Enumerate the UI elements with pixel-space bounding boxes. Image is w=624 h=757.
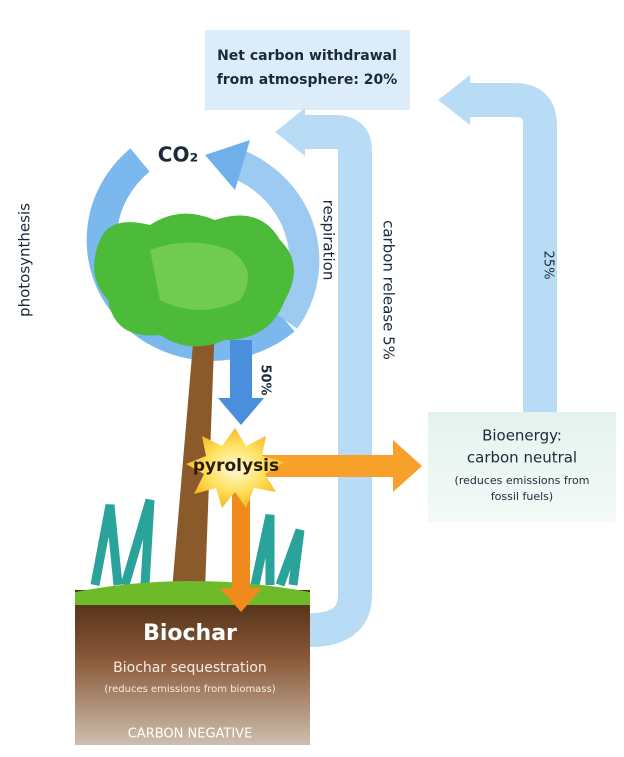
photosynthesis-label: photosynthesis [16, 203, 34, 317]
bioenergy-title: Bioenergy: [482, 427, 562, 445]
biomass-label: 50% [258, 364, 273, 395]
biochar-note: (reduces emissions from biomass) [104, 684, 275, 695]
return-label: 25% [541, 251, 556, 280]
bioenergy-title: carbon neutral [467, 449, 577, 467]
pyrolysis-label: pyrolysis [193, 456, 279, 476]
respiration-label: respiration [320, 200, 338, 281]
atmosphere-box [205, 30, 410, 110]
return-arrow [470, 100, 540, 415]
biochar-footer: CARBON NEGATIVE [128, 727, 253, 742]
arrow-head [275, 108, 305, 156]
release-label: carbon release 5% [380, 220, 398, 360]
arrow-head [393, 440, 422, 492]
atmosphere-text: Net carbon withdrawal [217, 48, 397, 64]
diagram: Net carbon withdrawal from atmosphere: 2… [0, 0, 624, 757]
arrow-head [438, 75, 470, 125]
atmosphere-text: from atmosphere: 20% [217, 72, 398, 88]
turf [75, 581, 310, 605]
co2-label: CO₂ [158, 143, 198, 167]
canopy-highlight [150, 243, 248, 311]
bioenergy-note: fossil fuels) [491, 490, 553, 503]
biomass-arrow [230, 340, 252, 400]
biochar-subtitle: Biochar sequestration [113, 660, 267, 676]
biochar-title: Biochar [143, 621, 237, 646]
bioenergy-note: (reduces emissions from [455, 474, 590, 487]
arrow-head [218, 398, 264, 425]
